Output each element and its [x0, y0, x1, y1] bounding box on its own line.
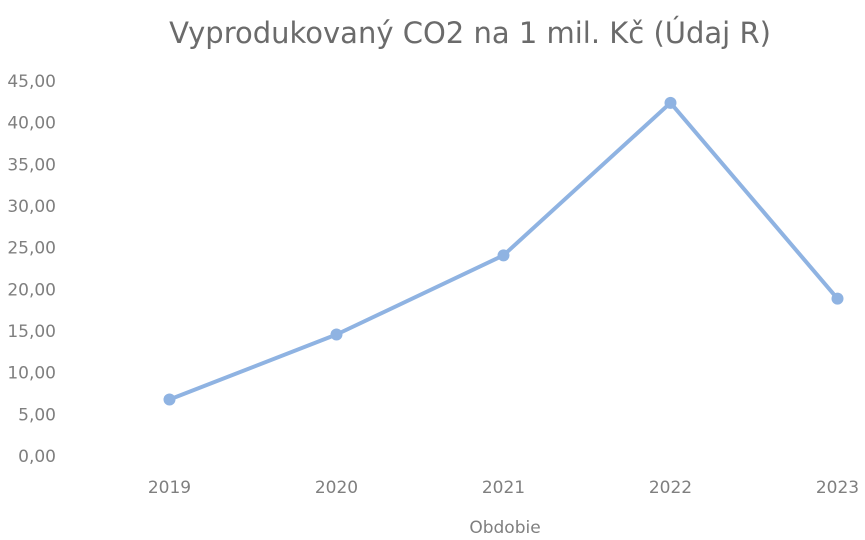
y-tick-label: 20,00	[7, 280, 56, 300]
y-tick-label: 25,00	[7, 239, 56, 259]
y-tick-label: 30,00	[7, 197, 56, 217]
y-tick-label: 40,00	[7, 114, 56, 134]
x-tick-label: 2022	[649, 478, 692, 498]
marker	[664, 96, 677, 109]
y-tick-label: 0,00	[18, 447, 56, 467]
y-tick-label: 15,00	[7, 322, 56, 342]
y-tick-label: 10,00	[7, 364, 56, 384]
x-tick-label: 2020	[315, 478, 358, 498]
x-tick-label: 2021	[482, 478, 525, 498]
marker	[831, 292, 844, 305]
marker	[497, 249, 510, 262]
marker	[163, 393, 176, 406]
y-tick-label: 45,00	[7, 72, 56, 92]
chart-title: Vyprodukovaný CO2 na 1 mil. Kč (Údaj R)	[169, 16, 771, 50]
x-tick-label: 2023	[816, 478, 859, 498]
y-tick-label: 35,00	[7, 155, 56, 175]
y-tick-label: 5,00	[18, 405, 56, 425]
x-tick-label: 2019	[148, 478, 191, 498]
marker	[330, 328, 343, 341]
x-axis-label: Obdobie	[469, 518, 540, 538]
